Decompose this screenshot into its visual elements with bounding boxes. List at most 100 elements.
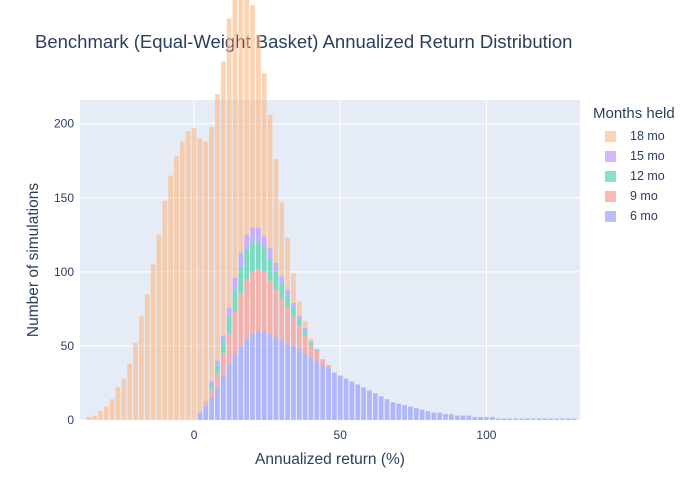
bar-12-mo — [308, 342, 314, 346]
bar-9-mo — [238, 294, 244, 346]
bar-12-mo — [238, 267, 244, 295]
bar-6-mo — [384, 399, 390, 420]
bar-9-mo — [209, 388, 214, 398]
bar-15-mo — [296, 316, 302, 320]
x-tick-label: 50 — [334, 428, 348, 442]
bar-6-mo — [489, 417, 495, 420]
bar-12-mo — [273, 271, 279, 290]
bar-15-mo — [250, 227, 255, 243]
bar-6-mo — [530, 418, 536, 420]
legend-item[interactable]: 6 mo — [593, 206, 675, 226]
bar-18-mo — [127, 363, 133, 420]
bar-9-mo — [320, 359, 326, 366]
bar-6-mo — [437, 412, 442, 420]
bar-6-mo — [256, 331, 261, 420]
y-axis-title: Number of simulations — [25, 183, 42, 337]
bar-15-mo — [226, 307, 232, 317]
bar-18-mo — [92, 415, 97, 420]
bar-12-mo — [314, 350, 320, 352]
y-tick-label: 150 — [54, 191, 74, 205]
bar-18-mo — [220, 61, 226, 336]
bar-6-mo — [449, 414, 454, 420]
bar-6-mo — [291, 345, 296, 420]
bar-18-mo — [261, 73, 267, 237]
bar-18-mo — [226, 18, 232, 308]
bar-9-mo — [314, 351, 320, 361]
bar-18-mo — [121, 378, 127, 420]
bar-18-mo — [308, 338, 314, 342]
bar-12-mo — [291, 307, 296, 317]
bar-6-mo — [197, 412, 203, 420]
bar-15-mo — [273, 262, 279, 272]
bar-15-mo — [215, 360, 220, 366]
bar-6-mo — [244, 338, 250, 420]
bar-18-mo — [279, 202, 285, 277]
bar-9-mo — [250, 271, 255, 335]
legend-item[interactable]: 15 mo — [593, 146, 675, 166]
bar-12-mo — [232, 289, 238, 312]
bar-6-mo — [285, 342, 290, 420]
legend-swatch — [605, 130, 616, 142]
bar-15-mo — [267, 248, 273, 260]
bar-6-mo — [226, 363, 232, 420]
bar-12-mo — [250, 242, 255, 272]
bar-6-mo — [390, 402, 396, 420]
bar-18-mo — [273, 159, 279, 263]
legend-label: 18 mo — [630, 129, 665, 143]
bar-6-mo — [542, 418, 548, 420]
bar-6-mo — [308, 357, 314, 420]
bar-18-mo — [250, 5, 255, 228]
bar-18-mo — [244, 0, 250, 235]
bar-6-mo — [571, 418, 577, 420]
bar-6-mo — [267, 334, 273, 420]
bar-6-mo — [478, 417, 483, 420]
bar-15-mo — [256, 227, 261, 243]
y-tick-label: 200 — [54, 117, 74, 131]
bar-12-mo — [209, 384, 214, 389]
bar-15-mo — [314, 348, 320, 351]
bar-9-mo — [256, 268, 261, 332]
legend-swatch — [605, 170, 616, 182]
bar-18-mo — [133, 342, 138, 420]
bar-9-mo — [226, 334, 232, 364]
bar-15-mo — [291, 302, 296, 308]
bar-6-mo — [413, 408, 419, 420]
bar-6-mo — [507, 418, 513, 420]
bar-9-mo — [285, 307, 290, 343]
legend-item[interactable]: 9 mo — [593, 186, 675, 206]
bar-18-mo — [291, 273, 296, 303]
bar-15-mo — [238, 252, 244, 268]
bar-18-mo — [232, 0, 238, 278]
bar-6-mo — [250, 334, 255, 420]
bar-15-mo — [232, 277, 238, 290]
legend-swatch — [605, 150, 616, 162]
bar-6-mo — [296, 348, 302, 420]
legend-label: 15 mo — [630, 149, 665, 163]
bar-18-mo — [285, 237, 290, 290]
legend-label: 6 mo — [630, 209, 658, 223]
bar-6-mo — [367, 390, 372, 420]
bar-18-mo — [139, 316, 144, 420]
legend-label: 12 mo — [630, 169, 665, 183]
bar-6-mo — [484, 417, 489, 420]
legend-title: Months held — [593, 105, 675, 122]
bar-6-mo — [513, 418, 519, 420]
bar-6-mo — [565, 418, 571, 420]
bar-9-mo — [267, 280, 273, 335]
bar-15-mo — [244, 234, 250, 250]
bar-6-mo — [209, 397, 214, 420]
legend-item[interactable]: 12 mo — [593, 166, 675, 186]
bar-6-mo — [326, 368, 331, 420]
bar-18-mo — [168, 175, 173, 420]
bar-18-mo — [185, 131, 191, 420]
legend-item[interactable]: 18 mo — [593, 126, 675, 146]
bar-6-mo — [261, 331, 267, 420]
bar-6-mo — [378, 396, 384, 420]
bar-12-mo — [220, 341, 226, 354]
bar-6-mo — [495, 418, 501, 420]
bar-6-mo — [454, 415, 460, 420]
bar-12-mo — [302, 331, 308, 336]
bar-9-mo — [296, 325, 302, 349]
bar-15-mo — [209, 381, 214, 385]
